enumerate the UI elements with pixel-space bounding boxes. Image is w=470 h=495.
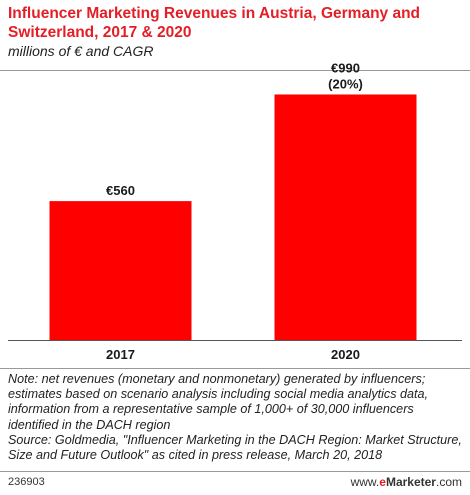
chart-notes: Note: net revenues (monetary and nonmone… (8, 372, 466, 463)
source-text: Source: Goldmedia, "Influencer Marketing… (8, 432, 462, 463)
notes-divider (0, 368, 470, 369)
chart-subtitle: millions of € and CAGR (8, 43, 154, 59)
cagr-label-2020: (20%) (328, 76, 363, 91)
chart-title: Influencer Marketing Revenues in Austria… (8, 5, 421, 41)
brand-logo: www.eMarketer.com (351, 475, 462, 489)
chart-id: 236903 (8, 476, 45, 488)
value-label-2017: €560 (106, 183, 135, 198)
note-text: Note: net revenues (monetary and nonmone… (8, 372, 429, 432)
category-label-2017: 2017 (106, 347, 135, 362)
bar-chart: €560 2017 (20%)€990 2020 (8, 60, 462, 362)
brand-suffix: .com (435, 475, 462, 489)
value-label-2020: €990 (331, 60, 360, 75)
footer-divider (0, 471, 470, 472)
top-divider (0, 70, 470, 71)
brand-main: Marketer (385, 475, 436, 489)
bar-2017 (49, 201, 192, 340)
category-label-2020: 2020 (331, 347, 360, 362)
brand-prefix: www. (350, 475, 380, 489)
bar-2020 (274, 94, 417, 340)
brand-mark: e (379, 475, 386, 489)
